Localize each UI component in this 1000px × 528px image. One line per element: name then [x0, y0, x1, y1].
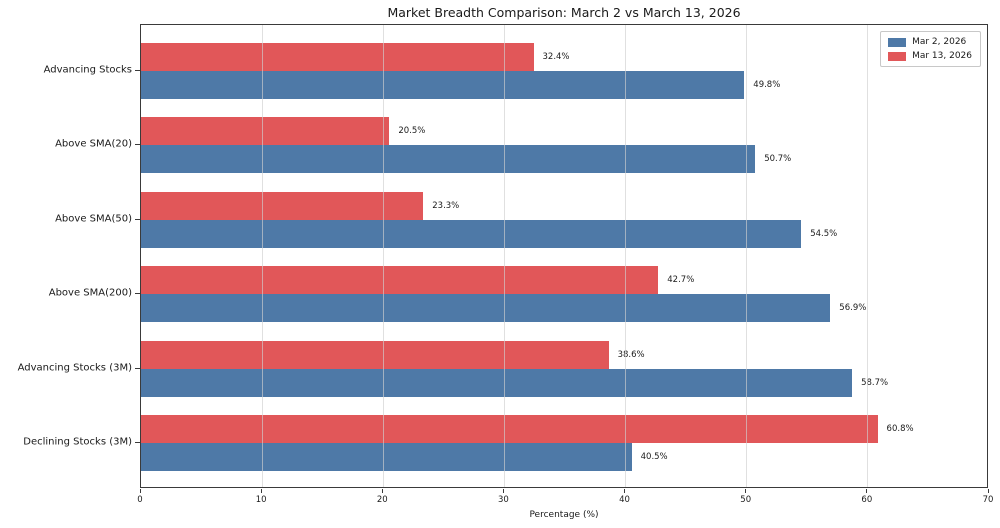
bar-value-label: 38.6% — [617, 349, 645, 360]
y-tick-mark — [135, 293, 140, 295]
category-label: Advancing Stocks (3M) — [17, 362, 132, 374]
bar-value-label: 58.7% — [861, 377, 889, 388]
category-label: Above SMA(20) — [55, 138, 132, 150]
x-tick-label: 40 — [619, 495, 630, 505]
x-tick-mark — [502, 489, 504, 493]
bar-value-label: 40.5% — [640, 452, 668, 462]
bar-value-label: 60.8% — [886, 424, 914, 434]
bar-value-label: 50.7% — [764, 154, 792, 165]
x-axis-label: Percentage (%) — [529, 510, 599, 520]
bar — [141, 340, 609, 369]
x-tick-label: 10 — [255, 495, 267, 505]
bar — [141, 294, 831, 323]
bar — [141, 443, 632, 471]
x-tick-mark — [139, 489, 141, 493]
plot-area: 32.4% 49.8% 20.5% 50.7% 23.3% 54.5% 42.7% 56.9%… — [140, 24, 988, 488]
x-tick-label: 60 — [861, 495, 873, 505]
category-label: Above SMA(50) — [55, 213, 132, 225]
legend-row: Mar 13, 2026 — [888, 51, 972, 61]
bar — [141, 117, 390, 146]
bar-value-label: 56.9% — [839, 303, 867, 314]
bar-value-label: 42.7% — [667, 275, 695, 286]
x-tick-mark — [624, 489, 626, 493]
bar — [141, 145, 756, 174]
chart-title: Market Breadth Comparison: March 2 vs Ma… — [387, 5, 741, 20]
bars-layer: 32.4% 49.8% 20.5% 50.7% 23.3% 54.5% 42.7% 56.9%… — [141, 25, 987, 487]
y-tick-mark — [135, 218, 140, 220]
bar — [141, 71, 745, 99]
bar-value-label: 32.4% — [542, 52, 570, 62]
bar-value-label: 54.5% — [810, 228, 838, 239]
bar-value-label: 20.5% — [398, 126, 426, 137]
legend-row: Mar 2, 2026 — [888, 37, 972, 47]
legend-label: Mar 2, 2026 — [912, 37, 967, 47]
bar — [141, 219, 802, 248]
bar — [141, 415, 878, 443]
x-tick-label: 20 — [376, 495, 388, 505]
y-tick-mark — [135, 70, 140, 71]
bar-value-label: 49.8% — [753, 80, 781, 90]
bar — [141, 266, 659, 295]
bar — [141, 43, 534, 71]
x-tick-mark — [987, 489, 989, 493]
legend-label: Mar 13, 2026 — [912, 51, 972, 61]
bar-value-label: 23.3% — [432, 200, 460, 211]
y-tick-mark — [135, 144, 140, 146]
x-tick-label: 0 — [137, 495, 143, 505]
x-tick-mark — [260, 489, 262, 493]
category-label: Declining Stocks (3M) — [23, 436, 132, 448]
x-tick-mark — [381, 489, 383, 493]
x-tick-label: 50 — [740, 495, 752, 505]
y-tick-mark — [135, 367, 140, 369]
legend-swatch — [888, 51, 907, 61]
legend: Mar 2, 2026 Mar 13, 2026 — [880, 31, 981, 67]
bar — [141, 368, 853, 397]
category-label: Above SMA(200) — [48, 287, 132, 299]
category-label: Advancing Stocks — [43, 64, 132, 76]
y-tick-mark — [135, 442, 140, 443]
legend-swatch — [888, 37, 907, 47]
x-tick-mark — [745, 489, 747, 493]
x-tick-label: 30 — [498, 495, 509, 505]
x-tick-label: 70 — [982, 495, 994, 505]
bar — [141, 191, 424, 220]
x-tick-mark — [866, 489, 868, 493]
